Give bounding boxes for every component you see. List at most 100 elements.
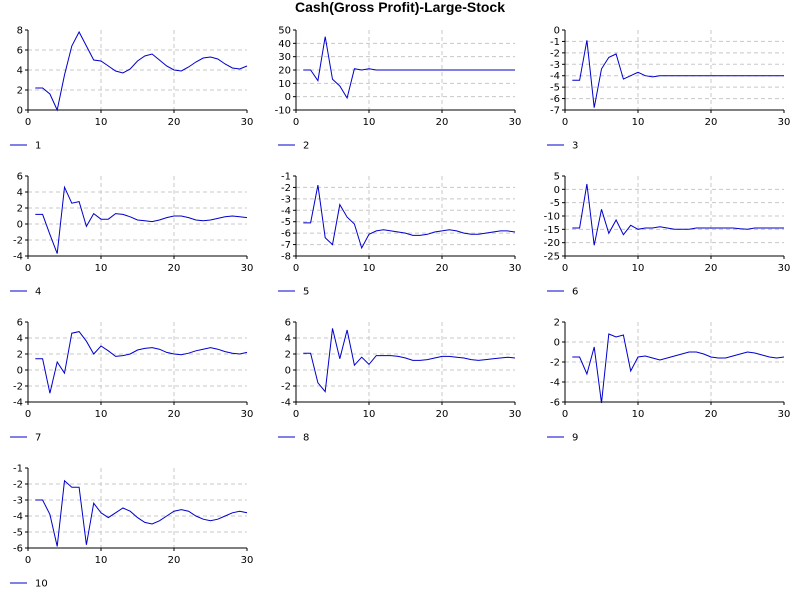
series-line-9 (572, 333, 785, 404)
legend-label: 10 (35, 579, 48, 590)
x-tick-label: 10 (363, 263, 376, 274)
x-tick-label: 0 (293, 263, 299, 274)
legend-label: 6 (572, 287, 578, 298)
y-tick-label: 0 (554, 185, 560, 196)
y-tick-label: -5 (550, 198, 560, 209)
y-tick-label: 6 (17, 318, 23, 329)
y-tick-label: -2 (550, 48, 560, 59)
y-tick-label: -10 (275, 106, 291, 117)
y-tick-label: -2 (550, 358, 560, 369)
x-tick-label: 0 (562, 409, 568, 420)
x-tick-label: 30 (778, 117, 791, 128)
y-tick-label: 0 (17, 366, 23, 377)
y-tick-label: 4 (17, 66, 23, 77)
y-tick-label: 40 (278, 39, 291, 50)
y-tick-label: 2 (554, 318, 560, 329)
subplot-1: 0 2 4 6 8 0 10 20 30 1 (10, 26, 253, 152)
legend-label: 3 (572, 141, 578, 152)
series-line-2 (303, 36, 515, 100)
x-tick-label: 10 (95, 263, 108, 274)
y-tick-label: 2 (17, 204, 23, 215)
x-tick-label: 30 (241, 409, 254, 420)
y-tick-label: -6 (281, 229, 291, 240)
y-tick-label: -10 (544, 212, 560, 223)
series-line-4 (35, 185, 248, 254)
x-tick-label: 10 (632, 409, 645, 420)
legend-label: 5 (303, 287, 309, 298)
x-tick-label: 0 (25, 555, 31, 566)
figure-title: Cash(Gross Profit)-Large-Stock (294, 0, 506, 15)
y-tick-label: -6 (550, 398, 560, 409)
x-tick-label: 30 (778, 409, 791, 420)
y-tick-label: -2 (13, 382, 23, 393)
y-tick-label: -1 (13, 464, 23, 475)
y-tick-label: -3 (550, 60, 560, 71)
subplot-10: -6 -5 -4 -3 -2 -1 0 10 20 30 10 (10, 464, 253, 590)
x-tick-label: 20 (705, 263, 718, 274)
y-tick-label: 0 (17, 220, 23, 231)
x-tick-label: 10 (95, 555, 108, 566)
y-tick-label: -3 (13, 496, 23, 507)
y-tick-label: -4 (13, 398, 23, 409)
y-tick-label: -6 (550, 94, 560, 105)
y-tick-label: 4 (17, 334, 23, 345)
y-tick-label: -25 (544, 252, 560, 263)
y-tick-label: -4 (550, 71, 560, 82)
series-line-3 (572, 40, 784, 108)
x-tick-label: 0 (293, 117, 299, 128)
subplot-5: -8-7-6-5-4-3-2-1 0 10 20 30 5 (278, 172, 521, 298)
y-tick-label: -4 (281, 206, 291, 217)
legend-label: 7 (35, 433, 41, 444)
x-tick-label: 0 (562, 117, 568, 128)
y-tick-label: 0 (554, 338, 560, 349)
y-tick-label: -1 (281, 172, 291, 183)
x-tick-label: 0 (25, 409, 31, 420)
y-tick-label: 0 (285, 366, 291, 377)
subplot-8: -4 -2 0 2 4 6 0 10 20 30 8 (278, 318, 521, 444)
x-tick-label: 0 (562, 263, 568, 274)
legend-label: 4 (35, 287, 41, 298)
x-tick-label: 30 (778, 263, 791, 274)
y-tick-label: 10 (278, 79, 291, 90)
y-tick-label: -8 (281, 252, 291, 263)
series-line-5 (303, 185, 516, 250)
x-tick-label: 20 (705, 409, 718, 420)
x-tick-label: 20 (436, 409, 449, 420)
y-tick-label: 20 (278, 66, 291, 77)
x-tick-label: 20 (168, 409, 181, 420)
x-tick-label: 30 (241, 117, 254, 128)
y-tick-label: -4 (13, 252, 23, 263)
x-tick-label: 30 (509, 117, 522, 128)
y-tick-label: 4 (285, 334, 291, 345)
series-line-7 (35, 331, 248, 394)
x-tick-label: 10 (95, 117, 108, 128)
x-tick-label: 20 (705, 117, 718, 128)
subplot-4: -4 -2 0 2 4 6 0 10 20 30 4 (10, 172, 253, 298)
y-tick-label: -7 (281, 240, 291, 251)
y-tick-label: 6 (285, 318, 291, 329)
y-tick-label: -6 (13, 544, 23, 555)
y-tick-label: 0 (17, 106, 23, 117)
y-tick-label: -4 (13, 512, 23, 523)
x-tick-label: 20 (436, 263, 449, 274)
y-tick-label: -1 (550, 37, 560, 48)
x-tick-label: 0 (25, 117, 31, 128)
legend-label: 9 (572, 433, 578, 444)
x-tick-label: 10 (632, 117, 645, 128)
series-line-1 (35, 30, 248, 112)
series-line-10 (35, 479, 248, 547)
y-tick-label: 2 (17, 350, 23, 361)
y-tick-label: -15 (544, 225, 560, 236)
y-tick-label: -20 (544, 238, 560, 249)
x-tick-label: 10 (632, 263, 645, 274)
y-tick-label: 8 (17, 26, 23, 37)
subplot-6: -25 -20 -15 -10 -5 0 5 0 10 20 30 6 (544, 172, 791, 298)
y-tick-label: -5 (281, 217, 291, 228)
y-tick-label: -5 (13, 528, 23, 539)
x-tick-label: 20 (436, 117, 449, 128)
legend-label: 1 (35, 141, 41, 152)
y-tick-label: 2 (285, 350, 291, 361)
